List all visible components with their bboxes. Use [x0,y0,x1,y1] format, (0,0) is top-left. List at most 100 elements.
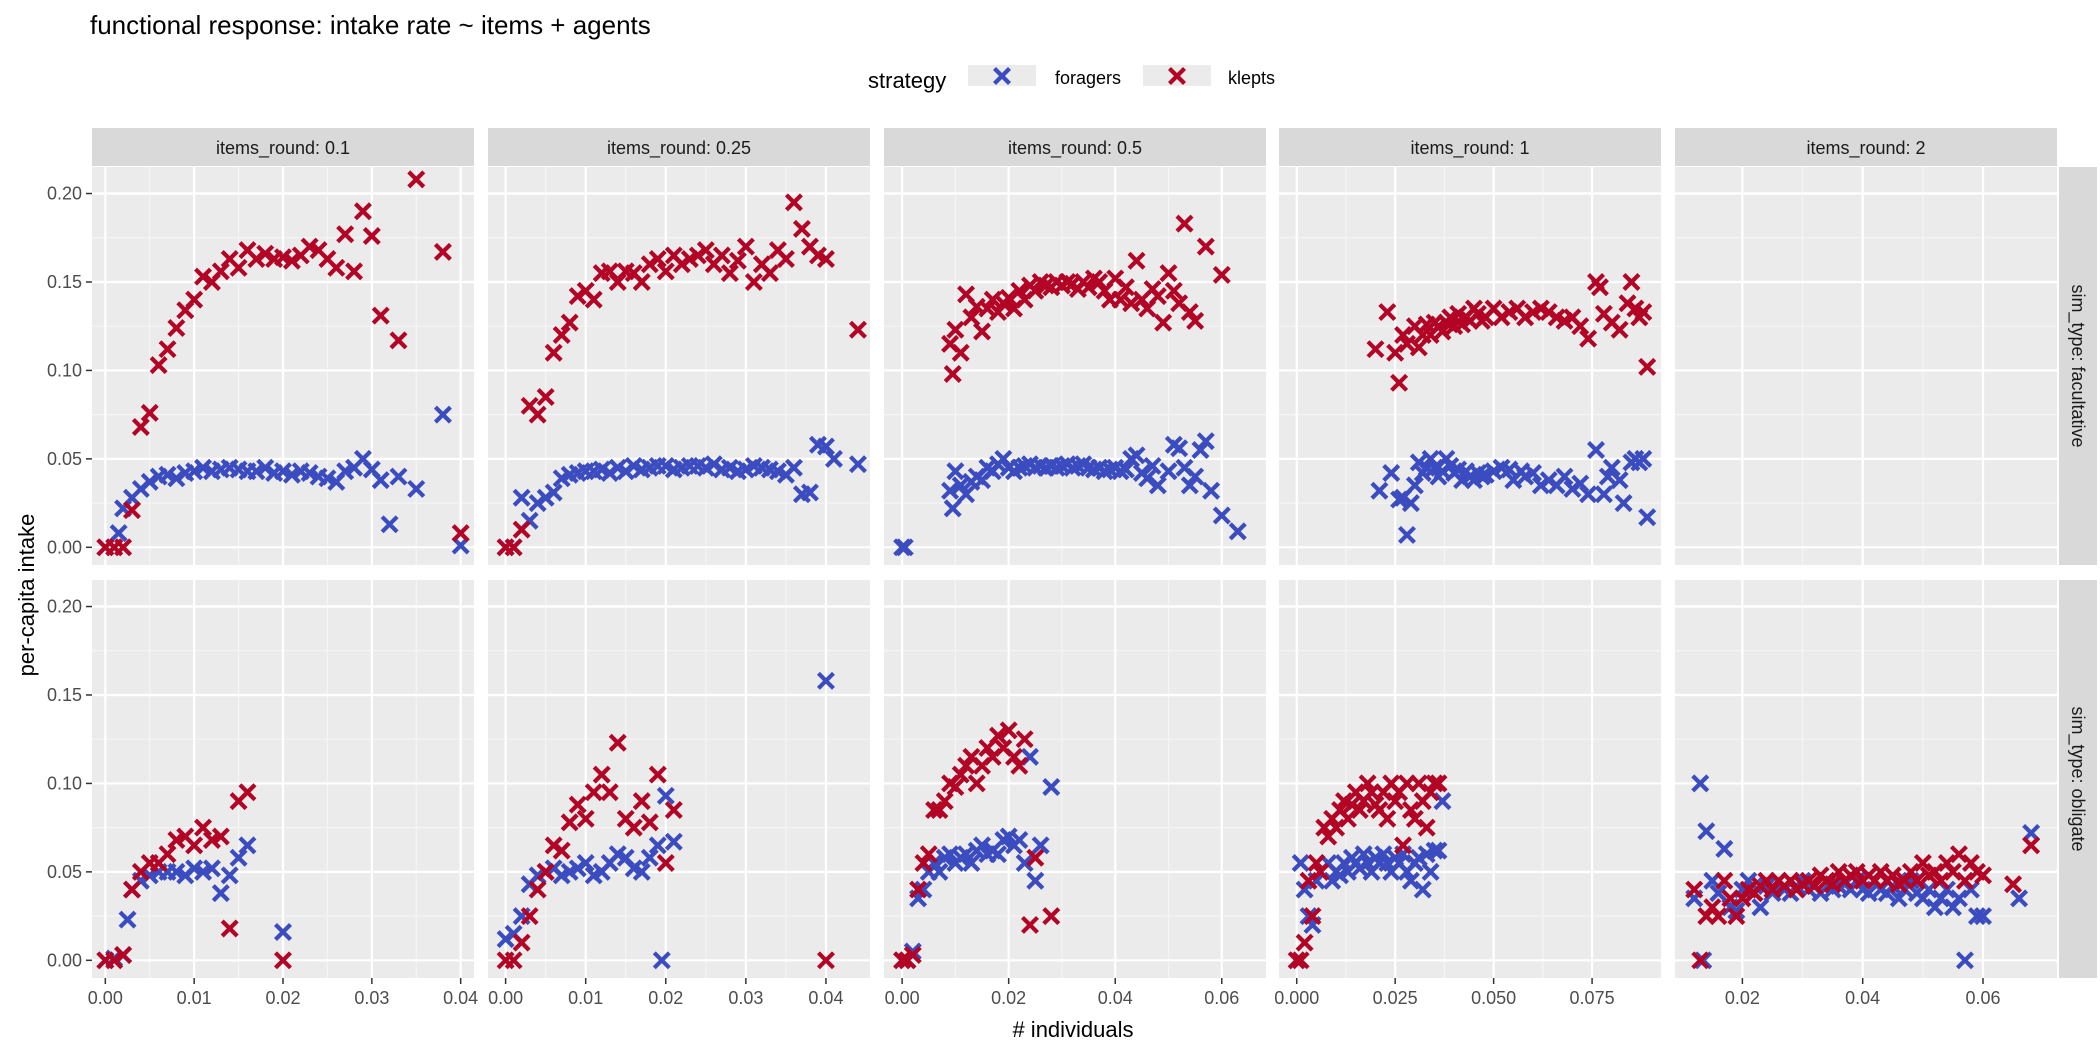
legend-key-klepts-marker [1168,67,1186,85]
column-strip-label: items_round: 0.25 [607,138,751,159]
klept-point [951,343,970,362]
klept-point [552,326,571,345]
klept-point [648,249,667,268]
klept-point [744,272,763,291]
klept-point [736,237,755,256]
forager-point [140,472,159,491]
klept-point [1299,871,1318,890]
klept-point [1429,774,1448,793]
forager-point [962,854,981,873]
klept-point [1823,875,1842,894]
forager-point [1170,439,1189,458]
klept-point [1010,281,1029,300]
klept-point [451,524,470,543]
forager-point [211,884,230,903]
forager-point [1691,774,1710,793]
forager-point [943,499,962,518]
forager-point [784,458,803,477]
x-tick-label: 0.03 [354,988,389,1008]
legend-marker-klepts [1168,67,1186,85]
klept-point [282,251,301,270]
column-strip [1279,128,1661,166]
facet-panel [1279,580,1661,978]
forager-point [371,471,390,490]
klept-point [1386,343,1405,362]
forager-point [1968,907,1986,926]
klept-point [552,841,571,860]
y-tick-label: 0.00 [47,950,82,970]
klept-point [389,331,408,350]
klept-point [664,800,683,819]
forager-point [640,848,659,867]
klept-point [816,951,835,970]
forager-point [941,481,960,500]
klept-point [1691,951,1710,970]
forager-point [1186,467,1205,486]
klept-point [903,946,922,964]
klept-point [1931,871,1950,890]
klept-point [194,267,213,286]
klept-point [1709,907,1728,926]
klept-point [632,272,651,291]
forager-point [1010,831,1029,850]
klept-point [1610,320,1629,339]
forager-point [816,437,835,456]
x-tick-label: 0.06 [1965,988,2000,1008]
klept-point [1212,265,1231,284]
facet-panel [92,580,474,978]
forager-point [1421,862,1440,881]
forager-point [946,462,965,481]
forager-point [1694,951,1713,970]
klept-point [989,303,1007,322]
klept-point [528,405,547,424]
x-tick-label: 0.02 [1725,988,1760,1008]
forager-point [1191,441,1210,460]
klept-point [1638,357,1657,376]
klept-point [238,783,257,802]
column-strip-label: items_round: 2 [1806,138,1925,159]
forager-point [1212,506,1231,525]
klept-point [914,854,933,873]
facet-panel [1675,167,2057,565]
forager-point [1180,476,1199,495]
forager-point [973,836,992,855]
forager-point [1919,880,1938,899]
klept-point [327,258,346,277]
forager-point [1587,441,1606,460]
forager-point [1015,854,1034,873]
klept-point [1907,871,1926,890]
x-tick-label: 0.02 [991,988,1026,1008]
forager-point [1042,777,1061,796]
forager-point [220,866,239,885]
klept-point [1579,329,1598,348]
forager-point [1524,464,1542,483]
y-tick-label: 0.15 [47,685,82,705]
klept-point [211,827,230,846]
klept-point [1398,334,1416,353]
forager-point [512,488,531,507]
klept-point [1634,303,1653,322]
klept-point [776,249,795,268]
forager-point [849,455,867,474]
klept-point [247,249,266,268]
forager-point [632,862,651,881]
klept-point [962,308,981,327]
klept-point [1005,747,1023,766]
y-tick-label: 0.05 [47,862,82,882]
klept-point [1943,862,1962,881]
klept-point [185,836,204,855]
y-tick-label: 0.15 [47,272,82,292]
klept-point [1685,880,1704,899]
klept-point [584,783,603,802]
x-tick-label: 0.050 [1471,988,1516,1008]
panel-background [1675,167,2057,565]
klept-point [1378,303,1397,322]
klept-point [951,765,970,784]
klept-point [816,249,835,268]
klept-point [504,538,523,557]
y-tick-label: 0.10 [47,773,82,793]
facet-panel [488,580,870,978]
forager-point [1709,884,1728,903]
column-strip-label: items_round: 0.1 [216,138,350,159]
klept-point [760,264,779,283]
